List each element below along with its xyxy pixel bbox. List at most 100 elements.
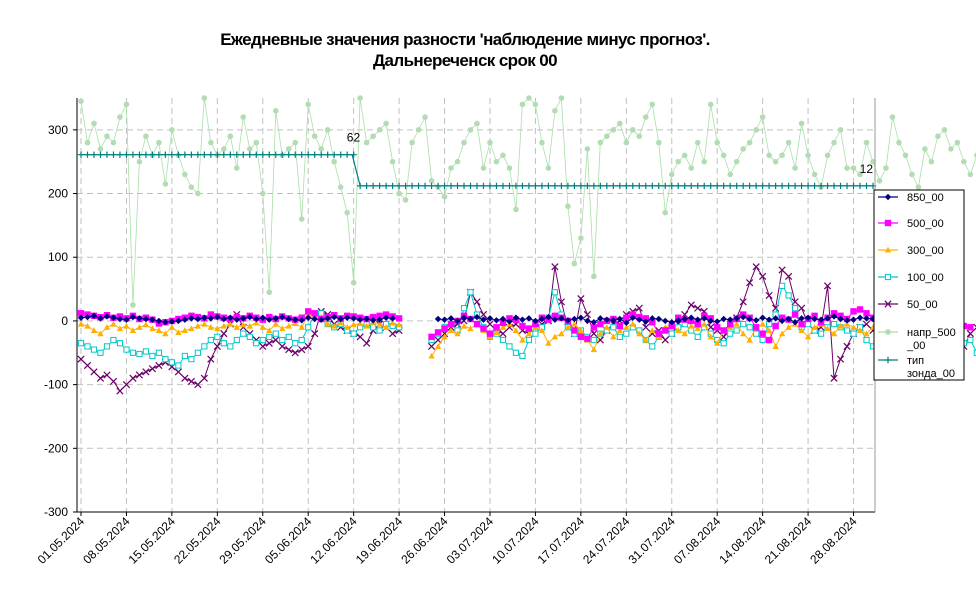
data-point [973, 323, 976, 331]
legend-item: 100_00 [878, 272, 944, 284]
data-point [129, 313, 137, 321]
data-point [850, 182, 857, 190]
data-point [311, 133, 318, 140]
legend-marker [884, 273, 892, 281]
data-point [713, 182, 721, 190]
data-point [597, 330, 604, 337]
data-point [726, 182, 734, 190]
data-point [499, 319, 507, 327]
data-point [155, 361, 163, 370]
data-point [383, 120, 389, 127]
data-point [765, 336, 773, 344]
data-point [668, 322, 675, 330]
data-point [174, 368, 183, 376]
data-point [259, 336, 266, 344]
data-point [578, 235, 584, 241]
data-point [499, 336, 507, 344]
data-point [96, 374, 105, 382]
data-point [590, 182, 598, 190]
data-point [220, 315, 228, 323]
legend-item: 500_00 [878, 218, 944, 230]
data-point [564, 324, 572, 330]
data-point [863, 310, 870, 317]
data-point [454, 317, 461, 325]
data-point [798, 327, 805, 334]
data-point [896, 139, 902, 146]
data-point [434, 336, 442, 344]
data-point [240, 315, 247, 322]
data-point [473, 313, 481, 321]
data-point [454, 182, 461, 190]
data-point [512, 182, 520, 190]
data-point [447, 315, 455, 322]
data-point [441, 193, 448, 200]
data-point [863, 139, 870, 146]
data-point [519, 316, 526, 323]
annotation-label: 12 [860, 162, 874, 176]
data-point [233, 324, 241, 330]
data-point [298, 317, 305, 324]
data-point [539, 139, 545, 146]
data-point [428, 182, 435, 190]
data-point [169, 127, 175, 133]
data-point [804, 321, 812, 328]
data-point [253, 340, 260, 347]
data-point [707, 333, 714, 340]
data-point [123, 316, 130, 323]
data-point [597, 182, 604, 190]
data-point [434, 182, 442, 190]
data-point [506, 318, 513, 325]
data-point [740, 146, 746, 152]
data-point [292, 316, 299, 323]
data-point [966, 330, 975, 338]
data-point [739, 313, 747, 321]
data-point [194, 151, 202, 158]
data-point [259, 314, 266, 321]
data-point [311, 330, 319, 338]
data-point [551, 263, 559, 271]
data-point [305, 314, 312, 321]
data-point [265, 339, 273, 347]
data-point [590, 346, 598, 353]
data-point [227, 133, 234, 140]
data-point [142, 348, 150, 355]
data-point [837, 127, 844, 133]
data-point [220, 151, 228, 158]
data-point [266, 316, 273, 323]
data-point [551, 333, 559, 340]
data-point [240, 321, 247, 328]
data-point [272, 336, 280, 344]
data-point [194, 322, 202, 329]
data-point [701, 158, 708, 165]
data-point [305, 308, 312, 315]
data-point [460, 322, 468, 329]
data-point [804, 333, 812, 340]
data-point [720, 327, 727, 334]
data-point [181, 327, 189, 334]
data-point [837, 315, 844, 323]
data-point [493, 317, 500, 324]
data-point [577, 182, 585, 190]
y-tick-label: -100 [44, 378, 68, 392]
data-point [538, 182, 546, 190]
legend-label: тип [907, 355, 924, 367]
data-point [272, 151, 279, 158]
data-point [649, 315, 656, 322]
data-point [213, 342, 221, 351]
data-point [603, 182, 611, 190]
data-point [811, 182, 818, 190]
data-point [214, 325, 221, 332]
data-point [726, 320, 734, 328]
data-point [214, 151, 221, 158]
data-point [474, 120, 480, 127]
data-point [733, 315, 740, 322]
data-point [811, 315, 818, 323]
data-point [415, 182, 422, 190]
data-point [610, 317, 617, 324]
data-point [77, 320, 85, 327]
data-point [110, 336, 117, 344]
data-point [389, 315, 396, 322]
data-point [356, 320, 364, 327]
data-point [538, 327, 546, 334]
